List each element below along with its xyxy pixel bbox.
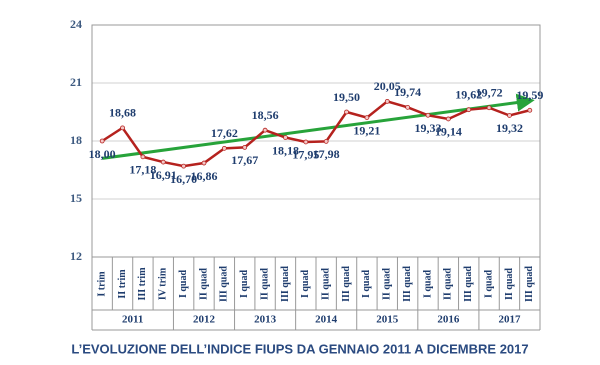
data-point (242, 144, 248, 150)
x-tick-label: II trim (117, 269, 128, 299)
x-tick-label: III quad (463, 266, 474, 302)
value-label: 16,70 (170, 172, 197, 186)
x-tick-label: I quad (178, 270, 189, 299)
data-point (283, 135, 288, 140)
data-point (303, 139, 309, 145)
value-label: 20,05 (374, 79, 401, 93)
data-point (160, 159, 166, 165)
x-tick-label: I trim (96, 271, 107, 297)
data-point (507, 113, 512, 118)
data-point (201, 160, 207, 166)
value-label: 19,62 (455, 87, 482, 101)
value-label: 17,67 (231, 153, 258, 167)
x-tick-label: II quad (320, 268, 331, 300)
x-tick-label: III trim (137, 267, 148, 301)
x-tick-label: II quad (382, 268, 393, 300)
x-tick-label: III quad (341, 266, 352, 302)
x-tick-label: I quad (300, 270, 311, 299)
y-tick-label: 24 (70, 17, 82, 31)
value-label: 16,91 (150, 168, 177, 182)
value-label: 18,68 (109, 106, 136, 120)
chart-title: L’EVOLUZIONE DELL’INDICE FIUPS DA GENNAI… (71, 341, 528, 356)
value-label: 19,21 (353, 123, 380, 137)
y-tick-label: 21 (70, 75, 82, 89)
x-tick-label: II quad (259, 268, 270, 300)
value-label: 17,62 (211, 126, 238, 140)
x-tick-label: II quad (504, 268, 515, 300)
data-point (140, 154, 146, 160)
data-point (262, 127, 268, 133)
x-tick-label: II quad (443, 268, 454, 300)
data-point (120, 125, 125, 131)
x-tick-label: I quad (422, 270, 433, 299)
data-point (527, 107, 533, 113)
data-line (101, 99, 531, 168)
value-label: 19,50 (333, 90, 360, 104)
x-tick-label: III quad (402, 266, 413, 302)
value-label: 18,56 (252, 108, 279, 122)
data-point (486, 105, 492, 111)
value-label: 19,33 (415, 121, 442, 135)
x-tick-label: I quad (239, 270, 250, 299)
x-tick-label: I quad (483, 270, 494, 299)
data-point (323, 138, 329, 144)
value-label: 19,59 (516, 88, 543, 102)
x-tick-label: IV trim (158, 267, 169, 300)
value-label: 19,74 (394, 85, 421, 99)
y-tick-label: 15 (70, 191, 82, 205)
value-label: 16,86 (191, 169, 218, 183)
x-tick-label: III quad (524, 266, 535, 302)
value-label: 19,32 (496, 121, 523, 135)
x-tick-label: II quad (198, 268, 209, 300)
value-label: 19,72 (476, 85, 503, 99)
x-tick-label: III quad (219, 266, 230, 302)
data-point (445, 116, 451, 122)
value-label: 17,95 (292, 148, 319, 162)
data-point (405, 104, 411, 110)
group-label: 2015 (376, 314, 399, 326)
group-label: 2016 (437, 314, 460, 326)
value-label: 19,14 (435, 125, 462, 139)
y-tick-label: 12 (70, 249, 82, 263)
x-tick-label: III quad (280, 266, 291, 302)
group-label: 2011 (122, 314, 143, 326)
value-label: 17,98 (313, 147, 340, 161)
trend-line (101, 93, 535, 160)
group-label: 2017 (498, 314, 521, 326)
data-point (384, 98, 390, 104)
group-label: 2012 (193, 314, 216, 326)
data-point (221, 145, 227, 151)
data-point (425, 112, 431, 118)
data-point (466, 107, 472, 113)
group-label: 2013 (254, 314, 277, 326)
x-tick-label: I quad (361, 270, 372, 299)
data-point (99, 138, 105, 144)
data-point (364, 115, 370, 121)
group-label: 2014 (315, 314, 338, 326)
data-point (181, 163, 187, 169)
value-label: 18,00 (89, 147, 116, 161)
data-point (344, 109, 349, 115)
value-label: 17,18 (129, 163, 156, 177)
value-label: 18,18 (272, 143, 299, 157)
y-tick-label: 18 (70, 133, 82, 147)
